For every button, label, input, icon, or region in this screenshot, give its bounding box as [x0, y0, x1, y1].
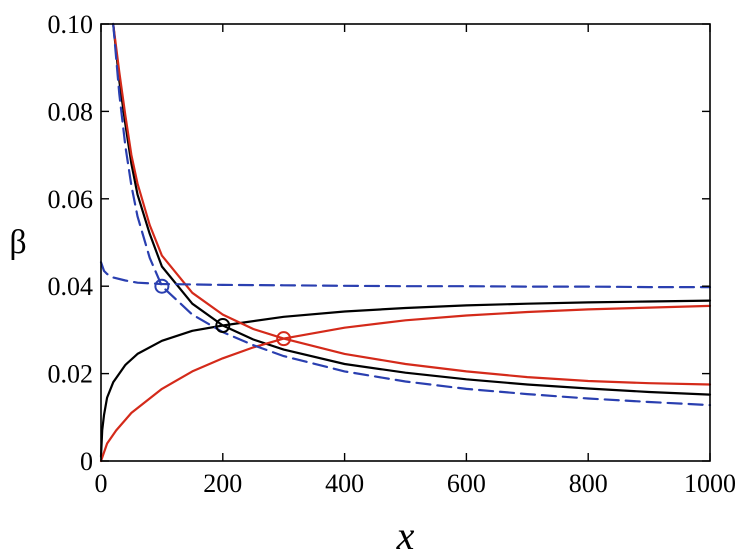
series-line-2 [112, 22, 712, 396]
x-tick-label: 600 [447, 469, 486, 498]
series-line-3 [99, 304, 712, 463]
series-line-5 [99, 261, 712, 289]
series-layer [99, 22, 712, 463]
y-tick-label: 0.10 [48, 10, 94, 39]
series-line-4 [112, 22, 712, 386]
marker-point-2 [215, 318, 231, 334]
x-tick-label: 200 [203, 469, 242, 498]
y-tick-label: 0 [80, 447, 93, 476]
x-axis-label: x [396, 513, 415, 558]
y-tick-label: 0.02 [48, 360, 94, 389]
y-tick-label: 0.06 [48, 185, 94, 214]
y-tick-label: 0.08 [48, 97, 94, 126]
series-line-1 [99, 299, 712, 458]
tick-layer: 0 200 400 600 800 1000 0 0.02 0.04 0.06 0.08 0.10 [48, 10, 737, 498]
x-tick-label: 400 [325, 469, 364, 498]
marker-point-1 [154, 278, 170, 294]
x-tick-label: 1000 [684, 469, 736, 498]
y-tick-label: 0.04 [48, 272, 94, 301]
marker-layer [154, 278, 292, 347]
series-line-6 [112, 22, 712, 407]
plot-frame [100, 23, 711, 462]
x-tick-label: 800 [569, 469, 608, 498]
x-tick-label: 0 [95, 469, 108, 498]
y-axis-label: β [9, 224, 26, 261]
marker-point-3 [276, 331, 292, 347]
